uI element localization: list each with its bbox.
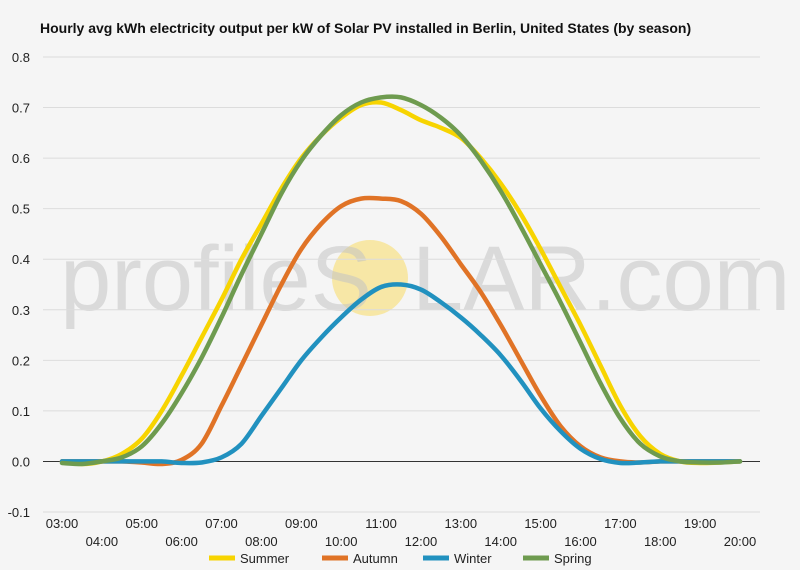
x-tick-label: 17:00	[604, 516, 637, 531]
y-tick-label: 0.2	[12, 353, 30, 368]
x-tick-label: 03:00	[46, 516, 79, 531]
y-tick-label: 0.6	[12, 151, 30, 166]
legend-label-summer: Summer	[240, 551, 290, 566]
series-line-spring	[59, 94, 743, 467]
legend-label-spring: Spring	[554, 551, 592, 566]
x-tick-label: 05:00	[125, 516, 158, 531]
series-lines	[59, 94, 743, 467]
x-tick-label: 15:00	[524, 516, 557, 531]
x-tick-label: 14:00	[484, 534, 517, 549]
x-tick-label: 16:00	[564, 534, 597, 549]
series-line-winter	[59, 282, 743, 466]
x-tick-label: 13:00	[445, 516, 478, 531]
y-axis-ticks: -0.1 0.0 0.1 0.2 0.3 0.4 0.5 0.6 0.7 0.8	[8, 50, 30, 520]
y-tick-label: 0.1	[12, 404, 30, 419]
series-line-summer	[59, 99, 743, 467]
x-tick-label: 20:00	[724, 534, 757, 549]
x-tick-label: 08:00	[245, 534, 278, 549]
grid	[43, 56, 760, 513]
x-tick-label: 04:00	[86, 534, 119, 549]
x-tick-label: 06:00	[165, 534, 198, 549]
watermark-text-right: LAR.com	[412, 228, 790, 330]
legend: Summer Autumn Winter Spring	[209, 551, 592, 566]
x-tick-label: 19:00	[684, 516, 717, 531]
legend-label-winter: Winter	[454, 551, 492, 566]
chart-title: Hourly avg kWh electricity output per kW…	[40, 20, 691, 36]
y-tick-label: 0.0	[12, 454, 30, 469]
y-tick-label: 0.3	[12, 303, 30, 318]
x-tick-label: 18:00	[644, 534, 677, 549]
y-tick-label: 0.7	[12, 101, 30, 116]
y-tick-label: 0.4	[12, 252, 30, 267]
x-tick-label: 07:00	[205, 516, 238, 531]
watermark: profileS LAR.com	[60, 228, 790, 330]
y-tick-label: 0.8	[12, 50, 30, 65]
x-tick-label: 10:00	[325, 534, 358, 549]
legend-label-autumn: Autumn	[353, 551, 398, 566]
y-tick-label: 0.5	[12, 202, 30, 217]
x-tick-label: 12:00	[405, 534, 438, 549]
x-tick-label: 11:00	[365, 516, 397, 531]
y-tick-label: -0.1	[8, 505, 30, 520]
x-axis-ticks: 03:00 05:00 07:00 09:00 11:00 13:00 15:00 17:00…	[46, 516, 757, 549]
x-tick-label: 09:00	[285, 516, 318, 531]
